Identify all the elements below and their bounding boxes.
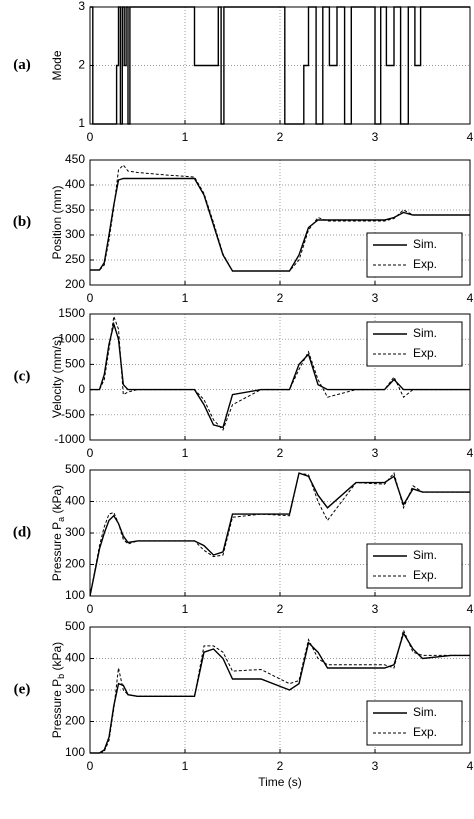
- series-line: [90, 628, 470, 754]
- x-tick-label: 1: [182, 602, 189, 616]
- x-tick-label: 3: [372, 291, 379, 305]
- y-axis-label-part: b: [56, 674, 66, 679]
- panel-label: (d): [13, 524, 31, 540]
- x-tick-label: 1: [182, 446, 189, 460]
- y-axis-label-part: Pressure P: [50, 679, 64, 738]
- plot-frame: [89, 159, 471, 286]
- y-tick-label: -1000: [54, 432, 85, 446]
- y-tick-label: 500: [65, 619, 85, 633]
- x-tick-label: 2: [277, 291, 284, 305]
- series-line: [89, 472, 470, 597]
- y-tick-label: 500: [65, 357, 85, 371]
- y-axis-label-part: Pressure P: [50, 522, 64, 581]
- x-tick-label: 4: [467, 291, 474, 305]
- y-axis-label: Pressure Pb (kPa): [50, 642, 66, 738]
- panel-label: (b): [13, 214, 31, 230]
- x-tick-label: 2: [277, 602, 284, 616]
- y-tick-label: 3: [78, 0, 85, 13]
- y-tick-label: 200: [65, 557, 85, 571]
- y-axis-label-part: (kPa): [50, 642, 64, 674]
- x-tick-label: 3: [372, 446, 379, 460]
- x-tick-label: 4: [467, 759, 474, 773]
- panel-label: (e): [14, 681, 31, 697]
- y-tick-label: 400: [65, 494, 85, 508]
- legend-box: [366, 321, 463, 367]
- x-tick-label: 0: [87, 291, 94, 305]
- y-tick-label: 100: [65, 745, 85, 759]
- legend-label: Exp.: [413, 257, 437, 271]
- y-axis-label-part: (kPa): [50, 485, 64, 517]
- legend-label: Sim.: [413, 705, 437, 719]
- x-tick-label: 4: [467, 446, 474, 460]
- x-tick-label: 3: [372, 602, 379, 616]
- plot-frame: [89, 626, 471, 754]
- panel-label: (c): [14, 368, 31, 384]
- x-tick-label: 0: [87, 130, 94, 144]
- y-tick-label: 300: [65, 682, 85, 696]
- y-tick-label: 1000: [58, 331, 85, 345]
- y-axis-label-part: Mode: [50, 50, 64, 80]
- x-tick-label: 4: [467, 130, 474, 144]
- y-axis-label: Position (mm): [50, 185, 64, 259]
- y-axis-label: Pressure Pa (kPa): [50, 485, 66, 581]
- plot-frame: [89, 313, 471, 441]
- x-tick-label: 1: [182, 130, 189, 144]
- y-axis-label: Mode: [50, 50, 64, 80]
- y-axis-label-part: Position (mm): [50, 185, 64, 259]
- x-tick-label: 1: [182, 291, 189, 305]
- y-tick-label: 350: [65, 202, 85, 216]
- plot-frame: [89, 469, 471, 597]
- x-tick-label: 1: [182, 759, 189, 773]
- legend-label: Exp.: [413, 725, 437, 739]
- y-tick-label: 100: [65, 588, 85, 602]
- x-tick-label: 3: [372, 759, 379, 773]
- legend-label: Sim.: [413, 326, 437, 340]
- legend-label: Exp.: [413, 568, 437, 582]
- legend-label: Sim.: [413, 237, 437, 251]
- y-axis-label: Velocity (mm/s): [50, 336, 64, 418]
- x-tick-label: 2: [277, 446, 284, 460]
- x-tick-label: 0: [87, 446, 94, 460]
- legend-label: Exp.: [413, 346, 437, 360]
- y-tick-label: 1: [78, 116, 85, 130]
- x-tick-label: 3: [372, 130, 379, 144]
- y-tick-label: 300: [65, 525, 85, 539]
- series-line: [90, 316, 470, 431]
- legend-box: [366, 543, 463, 589]
- y-tick-label: 400: [65, 651, 85, 665]
- series-line: [89, 472, 470, 597]
- y-tick-label: -500: [61, 407, 85, 421]
- y-tick-label: 0: [78, 382, 85, 396]
- legend-box: [366, 700, 463, 746]
- x-tick-label: 2: [277, 130, 284, 144]
- y-axis-label-part: Velocity (mm/s): [50, 336, 64, 418]
- x-tick-label: 0: [87, 602, 94, 616]
- x-tick-label: 4: [467, 602, 474, 616]
- y-tick-label: 500: [65, 462, 85, 476]
- x-tick-label: 0: [87, 759, 94, 773]
- series-line: [90, 164, 470, 272]
- x-tick-label: 2: [277, 759, 284, 773]
- series-line: [90, 631, 470, 754]
- y-tick-label: 250: [65, 252, 85, 266]
- y-tick-label: 2: [78, 58, 85, 72]
- y-tick-label: 450: [65, 152, 85, 166]
- y-tick-label: 300: [65, 227, 85, 241]
- panel-label: (a): [13, 57, 31, 73]
- plot-frame: [89, 6, 471, 125]
- y-tick-label: 1500: [58, 306, 85, 320]
- y-tick-label: 200: [65, 714, 85, 728]
- legend-box: [366, 232, 463, 278]
- y-tick-label: 200: [65, 277, 85, 291]
- x-axis-label: Time (s): [258, 775, 302, 789]
- legend-label: Sim.: [413, 548, 437, 562]
- y-tick-label: 400: [65, 177, 85, 191]
- y-axis-label-part: a: [56, 517, 66, 522]
